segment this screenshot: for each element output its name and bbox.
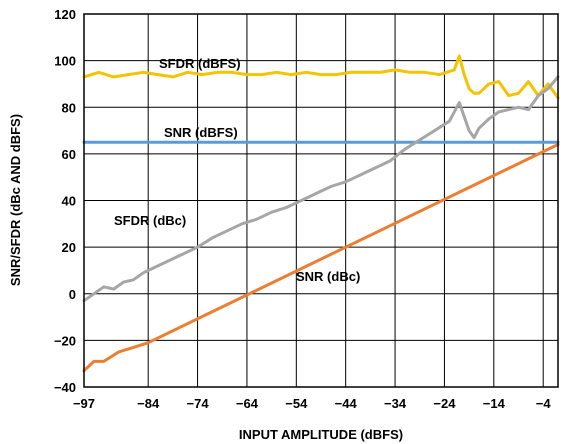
x-axis-title: INPUT AMPLITUDE (dBFS) <box>239 427 403 442</box>
plot-frame <box>83 13 559 388</box>
y-tick-label: 100 <box>54 54 76 69</box>
y-tick-labels: −40 −20 0 20 40 60 80 100 120 <box>54 7 76 395</box>
annotation-sfdr-dbc: SFDR (dBc) <box>114 213 186 228</box>
x-tick-label: −84 <box>137 396 160 411</box>
annotation-snr-dbfs: SNR (dBFS) <box>164 125 238 140</box>
y-tick-label: −40 <box>54 380 76 395</box>
y-tick-label: 60 <box>62 147 76 162</box>
y-tick-label: 80 <box>62 100 76 115</box>
x-tick-label: −44 <box>335 396 358 411</box>
x-tick-label: −34 <box>384 396 407 411</box>
grid-lines <box>83 13 558 388</box>
y-axis-title: SNR/SFDR (dBc AND dBFS) <box>8 114 23 286</box>
series-line-snr-dbc <box>82 143 560 373</box>
series-line-sfdr-dbc <box>82 75 560 303</box>
y-tick-label: 120 <box>54 7 76 22</box>
series-lines <box>82 54 560 373</box>
annotation-snr-dbc: SNR (dBc) <box>296 269 360 284</box>
x-tick-label: −14 <box>483 396 506 411</box>
x-tick-label: −24 <box>433 396 456 411</box>
y-tick-label: −20 <box>54 333 76 348</box>
x-tick-label: −54 <box>285 396 308 411</box>
x-tick-label: −97 <box>73 396 95 411</box>
y-tick-label: 20 <box>62 240 76 255</box>
x-tick-label: −64 <box>236 396 259 411</box>
x-tick-label: −74 <box>187 396 210 411</box>
x-tick-label: −4 <box>536 396 552 411</box>
y-tick-label: 40 <box>62 194 76 209</box>
annotation-sfdr-dbfs: SFDR (dBFS) <box>159 56 241 71</box>
x-tick-labels: −97 −84 −74 −64 −54 −44 −34 −24 −14 −4 <box>73 396 551 411</box>
series-line-sfdr-dbfs <box>82 54 560 100</box>
y-tick-label: 0 <box>69 287 76 302</box>
